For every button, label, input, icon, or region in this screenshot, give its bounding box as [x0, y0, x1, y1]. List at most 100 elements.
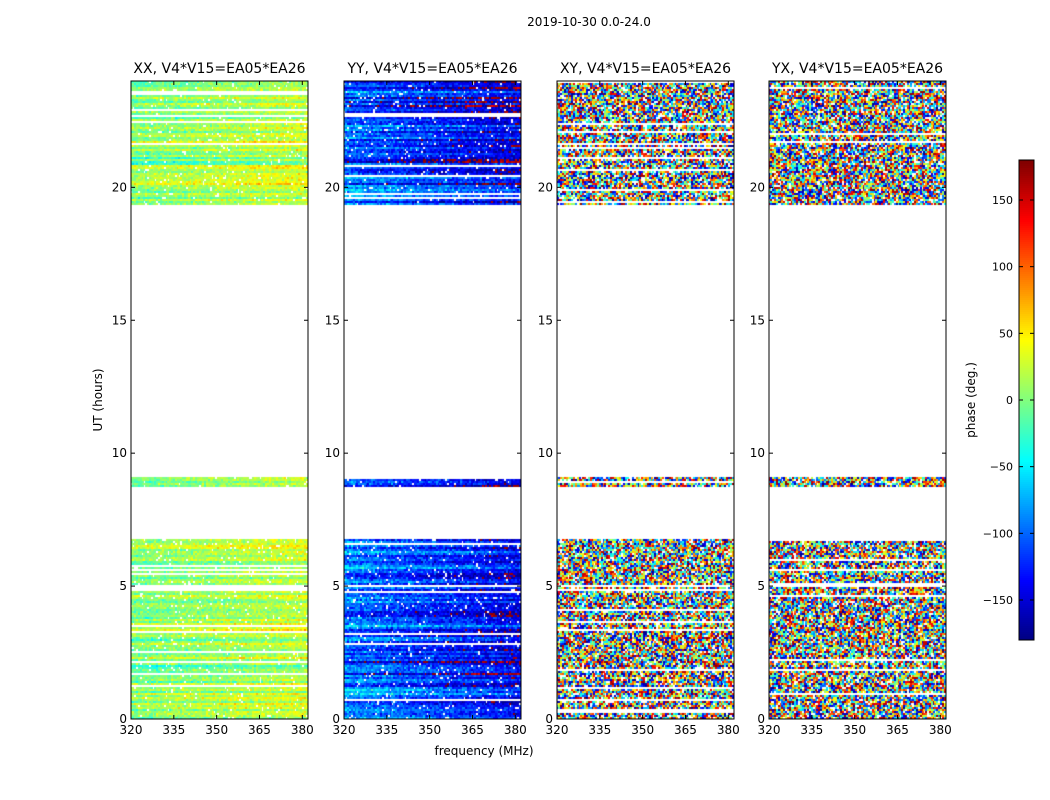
panel: XY, V4*V15=EA05*EA26 320 335 350 365 380 0 5 10 1…	[538, 61, 740, 737]
colorbar-tick-label: 0	[1006, 394, 1013, 407]
colorbar-segment	[1019, 430, 1034, 432]
x-tick-label: 320	[120, 723, 143, 737]
colorbar-segment	[1019, 192, 1034, 194]
colorbar-segment	[1019, 516, 1034, 518]
heatmap-image	[344, 81, 521, 719]
colorbar-segment	[1019, 470, 1034, 472]
colorbar-segment	[1019, 240, 1034, 242]
colorbar-segment	[1019, 374, 1034, 376]
colorbar-tick-label: 150	[992, 194, 1013, 207]
colorbar-segment	[1019, 308, 1034, 310]
colorbar-segment	[1019, 476, 1034, 478]
y-tick-label: 5	[757, 579, 765, 593]
colorbar-segment	[1019, 554, 1034, 556]
colorbar-segment	[1019, 206, 1034, 208]
colorbar-segment	[1019, 364, 1034, 366]
colorbar-segment	[1019, 414, 1034, 416]
colorbar-segment	[1019, 320, 1034, 322]
colorbar-segment	[1019, 596, 1034, 598]
colorbar-segment	[1019, 316, 1034, 318]
colorbar-segment	[1019, 262, 1034, 264]
colorbar-segment	[1019, 380, 1034, 382]
colorbar-segment	[1019, 376, 1034, 378]
colorbar-segment	[1019, 276, 1034, 278]
heatmap-canvas	[131, 81, 308, 719]
colorbar-segment	[1019, 426, 1034, 428]
colorbar-segment	[1019, 416, 1034, 418]
colorbar-segment	[1019, 448, 1034, 450]
colorbar-segment	[1019, 256, 1034, 258]
y-tick-label: 15	[750, 313, 765, 327]
y-tick-label: 15	[538, 313, 553, 327]
colorbar-segment	[1019, 484, 1034, 486]
colorbar-segment	[1019, 488, 1034, 490]
colorbar-segment	[1019, 636, 1034, 638]
colorbar-segment	[1019, 440, 1034, 442]
colorbar-label: phase (deg.)	[964, 362, 978, 438]
colorbar-segment	[1019, 162, 1034, 164]
colorbar-segment	[1019, 404, 1034, 406]
colorbar-segment	[1019, 368, 1034, 370]
colorbar-segment	[1019, 412, 1034, 414]
colorbar-segment	[1019, 398, 1034, 400]
colorbar-segment	[1019, 468, 1034, 470]
colorbar-segment	[1019, 194, 1034, 196]
colorbar-segment	[1019, 562, 1034, 564]
colorbar-segment	[1019, 572, 1034, 574]
colorbar-segment	[1019, 260, 1034, 262]
y-tick-label: 15	[112, 313, 127, 327]
colorbar-segment	[1019, 578, 1034, 580]
heatmap-image	[131, 81, 308, 719]
colorbar-segment	[1019, 478, 1034, 480]
x-tick-label: 365	[886, 723, 909, 737]
colorbar-segment	[1019, 304, 1034, 306]
colorbar-segment	[1019, 492, 1034, 494]
colorbar-segment	[1019, 500, 1034, 502]
colorbar-segment	[1019, 230, 1034, 232]
colorbar-segment	[1019, 446, 1034, 448]
colorbar-segment	[1019, 188, 1034, 190]
colorbar-segment	[1019, 466, 1034, 468]
colorbar-segment	[1019, 164, 1034, 166]
colorbar-segment	[1019, 454, 1034, 456]
colorbar-segment	[1019, 366, 1034, 368]
y-tick-label: 5	[119, 579, 127, 593]
y-tick-label: 10	[325, 446, 340, 460]
colorbar-segment	[1019, 544, 1034, 546]
panel: YX, V4*V15=EA05*EA26 320 335 350 365 380 0 5 10 1…	[750, 61, 952, 737]
figure-title: 2019-10-30 0.0-24.0	[527, 15, 651, 29]
colorbar-segment	[1019, 498, 1034, 500]
colorbar-segment	[1019, 372, 1034, 374]
colorbar-segment	[1019, 504, 1034, 506]
colorbar-segment	[1019, 344, 1034, 346]
colorbar-segment	[1019, 518, 1034, 520]
colorbar-segment	[1019, 460, 1034, 462]
colorbar-segment	[1019, 406, 1034, 408]
colorbar-segment	[1019, 506, 1034, 508]
colorbar-segment	[1019, 352, 1034, 354]
colorbar-segment	[1019, 592, 1034, 594]
colorbar-segment	[1019, 176, 1034, 178]
plot-frame	[343, 80, 522, 720]
colorbar-segment	[1019, 590, 1034, 592]
colorbar-segment	[1019, 542, 1034, 544]
x-tick-label: 335	[588, 723, 611, 737]
colorbar-segment	[1019, 502, 1034, 504]
colorbar-segment	[1019, 394, 1034, 396]
panel-title: YY, V4*V15=EA05*EA26	[346, 61, 517, 77]
colorbar-segment	[1019, 496, 1034, 498]
colorbar-segment	[1019, 340, 1034, 342]
colorbar-segment	[1019, 232, 1034, 234]
colorbar-segment	[1019, 358, 1034, 360]
colorbar-segment	[1019, 536, 1034, 538]
x-tick-label: 350	[631, 723, 654, 737]
colorbar-segment	[1019, 594, 1034, 596]
colorbar-segment	[1019, 268, 1034, 270]
colorbar-segment	[1019, 246, 1034, 248]
colorbar-segment	[1019, 600, 1034, 602]
colorbar-segment	[1019, 184, 1034, 186]
colorbar-segment	[1019, 296, 1034, 298]
colorbar-segment	[1019, 218, 1034, 220]
colorbar-segment	[1019, 558, 1034, 560]
